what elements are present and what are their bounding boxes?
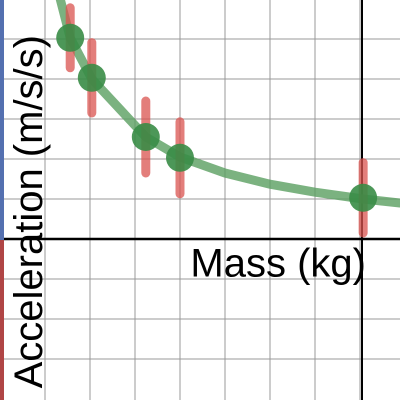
data-point xyxy=(165,143,194,172)
data-point xyxy=(56,23,85,52)
fit-curve xyxy=(55,0,400,208)
data-point xyxy=(131,123,160,151)
data-point xyxy=(77,63,106,92)
color-strip xyxy=(0,240,4,400)
data-point xyxy=(349,183,378,212)
x-axis-label: Mass (kg) xyxy=(190,242,366,286)
color-strip xyxy=(0,0,4,240)
y-axis-label: Acceleration (m/s/s) xyxy=(7,35,51,388)
marks xyxy=(55,0,400,238)
